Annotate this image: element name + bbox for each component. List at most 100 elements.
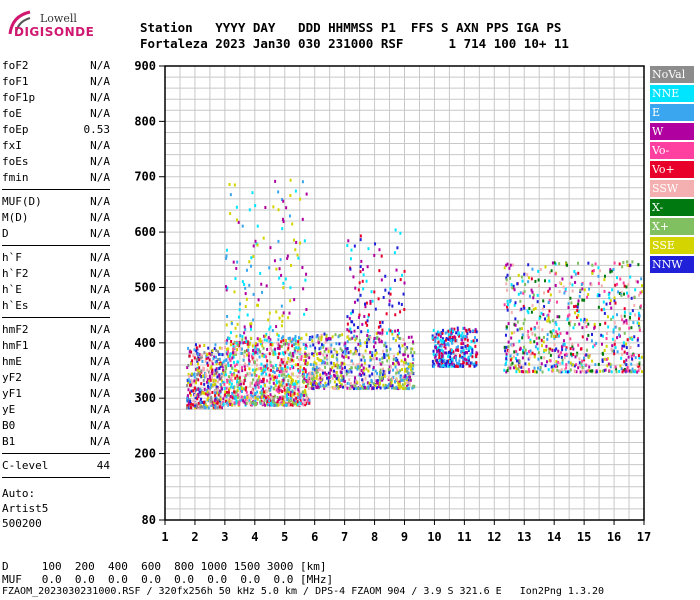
echo-point [441,354,444,358]
echo-point [248,399,251,403]
echo-point [257,380,260,384]
echo-point [229,331,232,335]
echo-point [391,332,394,336]
echo-point [216,375,219,379]
echo-point [317,358,320,362]
param-row: yF1 N/A [2,386,110,402]
echo-point [264,368,267,372]
echo-point [197,378,200,382]
echo-point [297,393,300,397]
echo-point [403,342,406,346]
echo-point [327,382,330,386]
echo-point [456,329,459,333]
echo-point [202,374,205,378]
echo-point [298,401,301,405]
echo-point [466,332,469,336]
echo-point [553,336,556,340]
echo-point [468,364,471,368]
echo-point [212,383,215,387]
echo-point [332,373,335,377]
echo-point [504,333,507,337]
echo-point [636,363,639,367]
echo-point [349,359,352,363]
echo-point [457,331,460,335]
echo-point [193,386,196,390]
echo-point [228,399,231,403]
echo-point [615,370,618,374]
auto-label: Auto: [2,487,36,500]
echo-point [240,351,243,355]
echo-point [590,283,593,287]
echo-point [362,368,365,372]
echo-point [396,360,399,364]
echo-point [231,366,234,370]
echo-point [268,381,271,385]
echo-point [245,339,248,343]
echo-point [292,238,295,242]
echo-point [622,341,625,345]
echo-point [317,336,320,340]
echo-point [435,358,438,362]
param-row: M(D) N/A [2,210,110,226]
echo-point [238,376,241,380]
echo-point [228,375,231,379]
echo-point [375,351,378,355]
echo-point [342,355,345,359]
echo-point [598,293,601,297]
echo-point [323,386,326,390]
echo-point [377,297,380,301]
echo-point [217,398,220,402]
echo-point [522,351,525,355]
echo-point [220,346,223,350]
echo-point [335,350,338,354]
echo-point [604,368,607,372]
echo-point [589,369,592,373]
echo-point [228,382,231,386]
echo-point [318,382,321,386]
echo-point [352,387,355,391]
echo-point [602,300,605,304]
echo-point [234,345,237,349]
echo-point [392,368,395,372]
echo-point [392,376,395,380]
echo-point [437,364,440,368]
echo-point [299,350,302,354]
echo-point [278,267,281,271]
echo-point [438,349,441,353]
echo-point [281,227,284,231]
echo-point [471,355,474,359]
param-separator [2,317,110,318]
echo-point [292,359,295,363]
param-name: foF1 [2,75,29,88]
echo-point [594,262,597,266]
echo-point [253,392,256,396]
echo-point [603,311,606,315]
echo-point [515,349,518,353]
echo-point [609,362,612,366]
echo-point [244,362,247,366]
echo-point [283,351,286,355]
echo-point [300,336,303,340]
echo-point [272,353,275,357]
echo-point [408,381,411,385]
echo-point [527,263,530,267]
echo-point [361,268,364,272]
echo-point [374,341,377,345]
echo-point [387,353,390,357]
echo-point [254,368,257,372]
echo-point [597,281,600,285]
echo-point [405,376,408,380]
echo-point [366,381,369,385]
echo-point [379,386,382,390]
echo-point [307,375,310,379]
echo-point [260,369,263,373]
echo-point [315,371,318,375]
echo-point [436,336,439,340]
x-tick-label: 2 [191,530,198,544]
param-value: N/A [90,107,110,120]
echo-point [628,326,631,330]
echo-point [563,291,566,295]
echo-point [565,346,568,350]
echo-point [463,357,466,361]
echo-point [515,359,518,363]
